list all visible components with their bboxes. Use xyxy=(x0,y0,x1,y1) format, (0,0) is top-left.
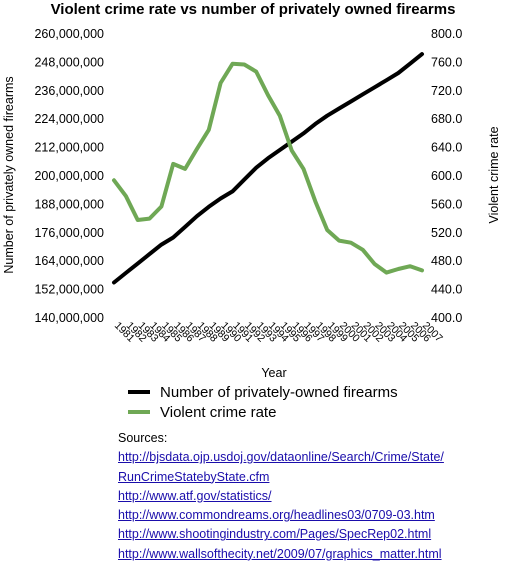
source-link-wallsofthecity[interactable]: http://www.wallsofthecity.net/2009/07/gr… xyxy=(118,546,442,561)
line-chart: Number of privately owned firearms Viole… xyxy=(2,27,501,380)
y-right-tick-label: 640.0 xyxy=(431,141,462,155)
y-axis-right-title: Violent crime rate xyxy=(487,126,501,223)
y-left-tick-label: 140,000,000 xyxy=(34,311,104,325)
y-left-tick-label: 236,000,000 xyxy=(34,84,104,98)
source-link-atf[interactable]: http://www.atf.gov/statistics/ xyxy=(118,488,272,503)
y-right-tick-label: 480.0 xyxy=(431,254,462,268)
source-link-commondreams[interactable]: http://www.commondreams.org/headlines03/… xyxy=(118,508,435,523)
y-left-tick-label: 224,000,000 xyxy=(34,112,104,126)
y-left-tick-label: 176,000,000 xyxy=(34,226,104,240)
sources-heading: Sources: xyxy=(118,431,168,445)
y-right-tick-label: 720.0 xyxy=(431,84,462,98)
chart-legend: Number of privately-owned firearms Viole… xyxy=(128,382,398,422)
legend-item-crime-rate: Violent crime rate xyxy=(128,402,398,422)
legend-label-firearms: Number of privately-owned firearms xyxy=(160,383,398,401)
y-left-tick-label: 188,000,000 xyxy=(34,197,104,211)
y-right-tick-label: 680.0 xyxy=(431,112,462,126)
y-right-tick-label: 400.0 xyxy=(431,311,462,325)
source-link-bjs-continued[interactable]: RunCrimeStatebyState.cfm xyxy=(118,469,270,484)
y-left-tick-label: 212,000,000 xyxy=(34,141,104,155)
source-link-bjs[interactable]: http://bjsdata.ojp.usdoj.gov/dataonline/… xyxy=(118,450,444,465)
sources-block: Sources: http://bjsdata.ojp.usdoj.gov/da… xyxy=(118,429,444,564)
y-right-tick-label: 440.0 xyxy=(431,283,462,297)
y-right-tick-label: 760.0 xyxy=(431,55,462,69)
y-left-tick-label: 152,000,000 xyxy=(34,283,104,297)
y-axis-left-title: Number of privately owned firearms xyxy=(2,76,16,273)
series-line-crime-rate xyxy=(112,61,424,275)
source-link-shootingindustry[interactable]: http://www.shootingindustry.com/Pages/Sp… xyxy=(118,527,432,542)
legend-label-crime-rate: Violent crime rate xyxy=(160,403,277,421)
y-left-tick-label: 248,000,000 xyxy=(34,55,104,69)
legend-swatch-firearms xyxy=(128,390,150,394)
y-left-tick-label: 260,000,000 xyxy=(34,27,104,41)
series-line-firearms xyxy=(112,52,424,285)
y-right-tick-label: 800.0 xyxy=(431,27,462,41)
y-right-tick-label: 600.0 xyxy=(431,169,462,183)
legend-swatch-crime-rate xyxy=(128,410,150,414)
chart-title: Violent crime rate vs number of privatel… xyxy=(50,1,456,18)
y-left-tick-label: 164,000,000 xyxy=(34,254,104,268)
y-left-tick-label: 200,000,000 xyxy=(34,169,104,183)
y-right-tick-label: 560.0 xyxy=(431,197,462,211)
legend-item-firearms: Number of privately-owned firearms xyxy=(128,382,398,402)
y-right-tick-label: 520.0 xyxy=(431,226,462,240)
x-axis-title: Year xyxy=(261,366,286,380)
